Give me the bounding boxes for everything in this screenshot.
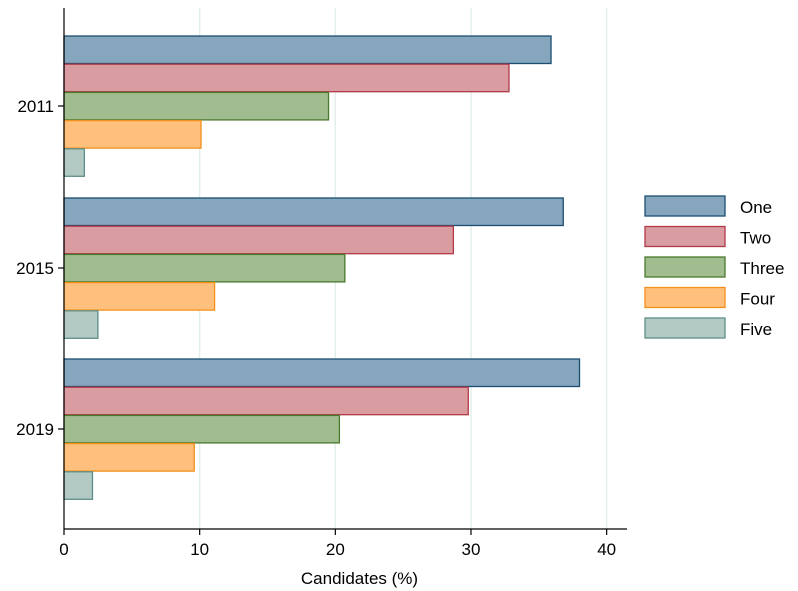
legend-item-two: Two xyxy=(644,225,771,248)
x-tick-label: 10 xyxy=(190,540,209,559)
legend-item-one: One xyxy=(644,195,772,217)
bar-five-2011 xyxy=(63,148,85,177)
bar-two-2011 xyxy=(63,63,510,93)
bar-five-2019 xyxy=(63,471,94,500)
x-tick-label: 40 xyxy=(597,540,616,559)
bar-one-2011 xyxy=(63,35,552,65)
bar-two-2019 xyxy=(63,386,469,416)
legend-swatch xyxy=(644,256,726,278)
x-tick-label: 20 xyxy=(326,540,345,559)
bar-group-2011 xyxy=(63,35,552,177)
y-tick-label: 2015 xyxy=(16,259,54,278)
legend-item-five: Five xyxy=(644,317,772,339)
legend-item-four: Four xyxy=(644,286,775,309)
legend-swatch xyxy=(644,286,726,309)
bar-one-2015 xyxy=(63,197,564,227)
legend-swatch xyxy=(644,225,726,248)
legend-label: One xyxy=(740,198,772,217)
legend-swatch xyxy=(644,317,726,339)
legend-label: Four xyxy=(740,290,775,309)
legend-label: Two xyxy=(740,229,771,248)
legend-swatch xyxy=(644,195,726,217)
y-tick-label: 2019 xyxy=(16,420,54,439)
bar-three-2015 xyxy=(63,253,346,283)
bar-five-2015 xyxy=(63,310,99,339)
ticks: 2011 2015 2019 0 10 20 30 40 xyxy=(16,97,616,559)
x-tick-label: 30 xyxy=(462,540,481,559)
bars xyxy=(63,35,581,500)
bar-two-2015 xyxy=(63,225,455,255)
x-tick-label: 0 xyxy=(59,540,68,559)
bar-group-2015 xyxy=(63,197,564,339)
bar-three-2011 xyxy=(63,91,330,121)
bar-four-2015 xyxy=(63,281,216,311)
bar-three-2019 xyxy=(63,414,341,444)
y-tick-label: 2011 xyxy=(17,97,54,116)
bar-one-2019 xyxy=(63,358,581,388)
legend-label: Five xyxy=(740,320,772,339)
bar-four-2019 xyxy=(63,442,195,472)
legend-label: Three xyxy=(740,259,784,278)
bar-group-2019 xyxy=(63,358,581,500)
legend: One Two Three Four Five xyxy=(644,195,784,339)
bar-four-2011 xyxy=(63,119,202,149)
x-axis-title: Candidates (%) xyxy=(301,569,418,588)
legend-item-three: Three xyxy=(644,256,784,278)
